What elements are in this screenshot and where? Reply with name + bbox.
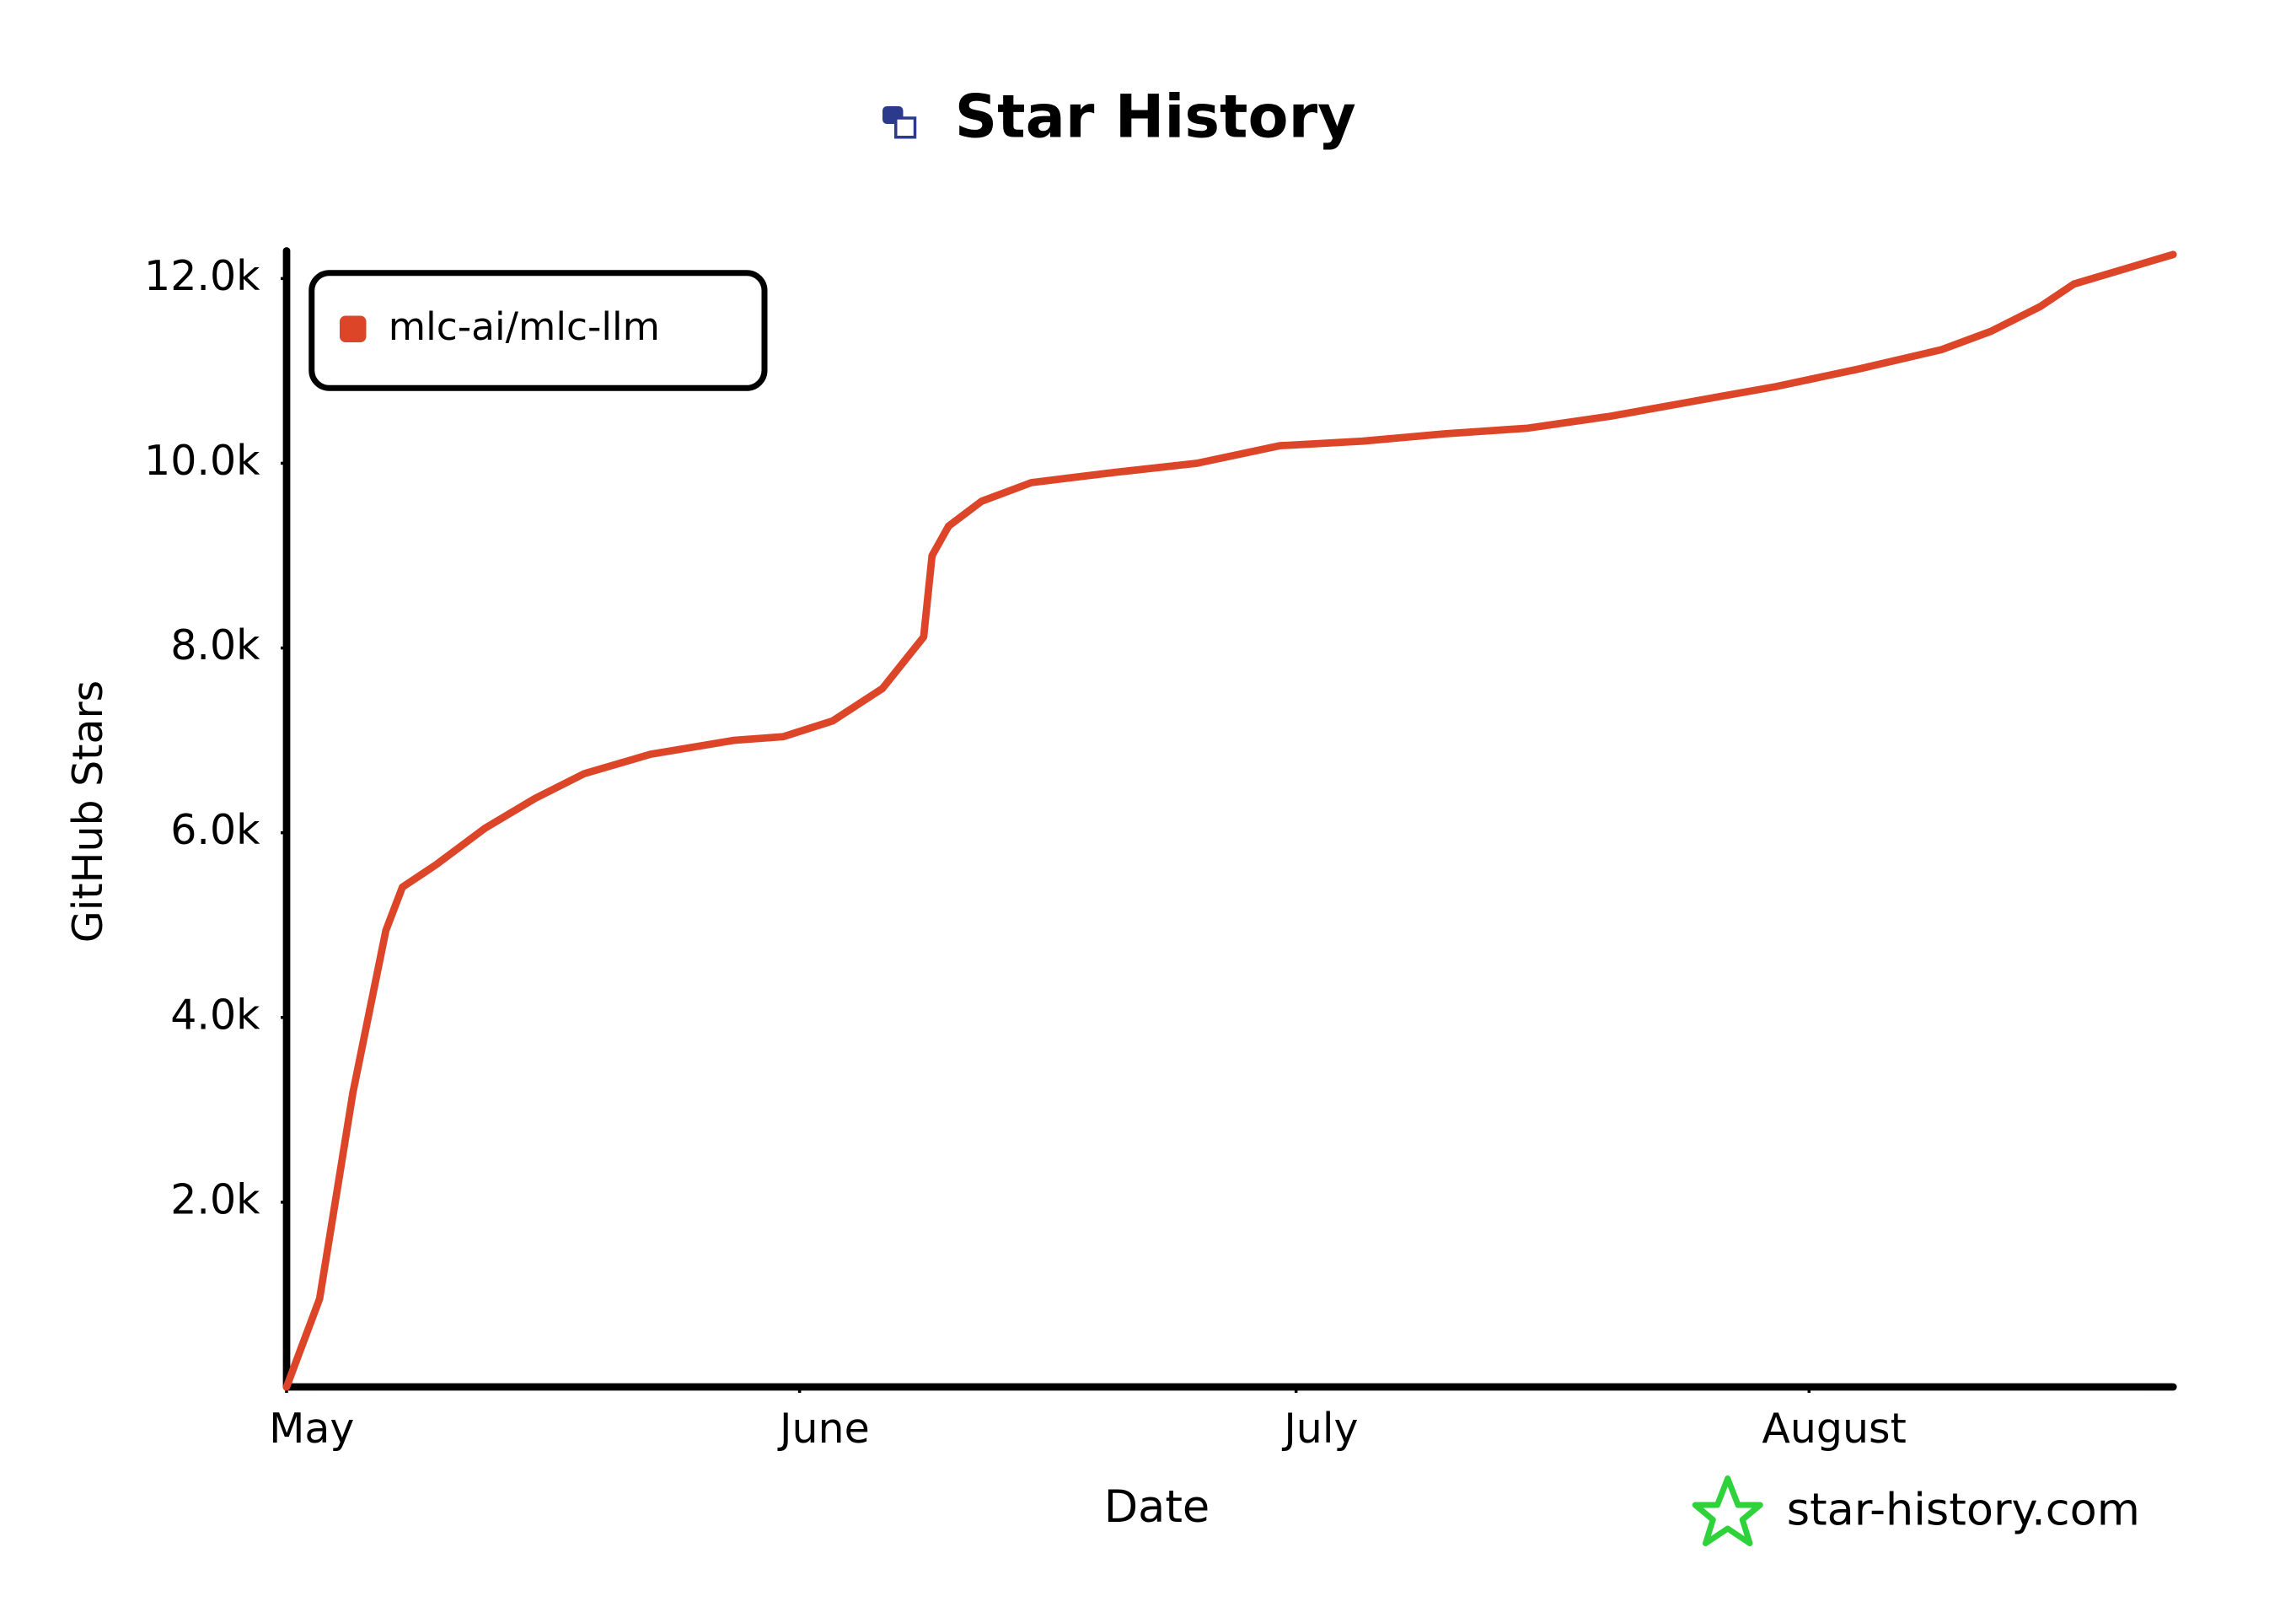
y-axis-label: GitHub Stars (64, 680, 112, 943)
x-tick-label: May (269, 1405, 354, 1453)
x-axis-label: Date (1104, 1481, 1210, 1533)
line-series (282, 250, 2177, 1391)
y-tick-label: 2.0k (170, 1175, 260, 1223)
watermark: star-history.com (1787, 1484, 2140, 1535)
y-tick-label: 4.0k (170, 991, 260, 1039)
legend-box (308, 270, 768, 391)
legend-swatch (340, 315, 367, 342)
y-tick-label: 8.0k (170, 621, 260, 669)
title-icon (882, 106, 917, 139)
y-tick-label: 10.0k (144, 437, 260, 485)
x-tick-label: July (1281, 1405, 1358, 1453)
watermark-icon (1692, 1475, 1763, 1546)
y-tick-label: 12.0k (144, 252, 260, 300)
x-tick-label: August (1762, 1405, 1906, 1453)
x-tick-label: June (777, 1405, 870, 1453)
chart-title: Star History (955, 83, 1356, 152)
y-tick-label: 6.0k (170, 806, 260, 854)
legend-label: mlc-ai/mlc-llm (389, 304, 660, 349)
